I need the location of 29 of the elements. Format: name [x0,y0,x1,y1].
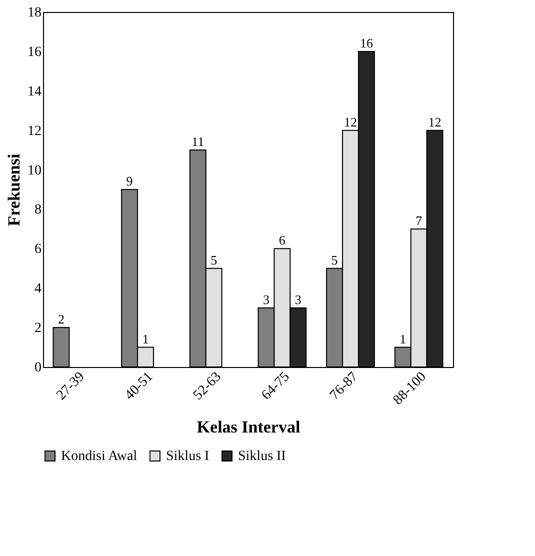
y-axis-title: Frekuensi [4,154,24,226]
x-axis-title: Kelas Interval [196,417,300,436]
data-label: 12 [428,114,442,130]
y-tick-label: 2 [34,321,42,336]
data-label: 1 [142,331,149,346]
data-label: 2 [58,312,64,327]
data-label: 3 [262,292,270,307]
legend-label: Kondisi Awal [61,449,138,464]
y-tick-label: 0 [34,360,42,376]
data-label: 9 [126,174,133,188]
data-label: 1 [400,331,406,346]
y-tick-label: 10 [28,163,42,178]
y-tick-label: 6 [34,242,42,258]
data-label: 16 [360,35,374,50]
y-tick-label: 12 [28,124,42,139]
y-tick-label: 4 [34,282,42,297]
legend-label: Siklus I [166,449,210,464]
data-label: 7 [416,212,423,228]
y-tick-label: 16 [28,44,42,60]
legend-label: Siklus II [238,449,286,464]
data-label: 5 [331,252,338,268]
y-tick-label: 18 [28,6,42,20]
data-label: 6 [278,232,286,248]
y-tick-label: 8 [34,202,42,218]
data-label: 12 [344,114,357,130]
data-label: 11 [192,134,204,150]
data-label: 3 [294,292,302,307]
data-label: 5 [210,252,218,268]
y-tick-label: 14 [28,84,42,100]
